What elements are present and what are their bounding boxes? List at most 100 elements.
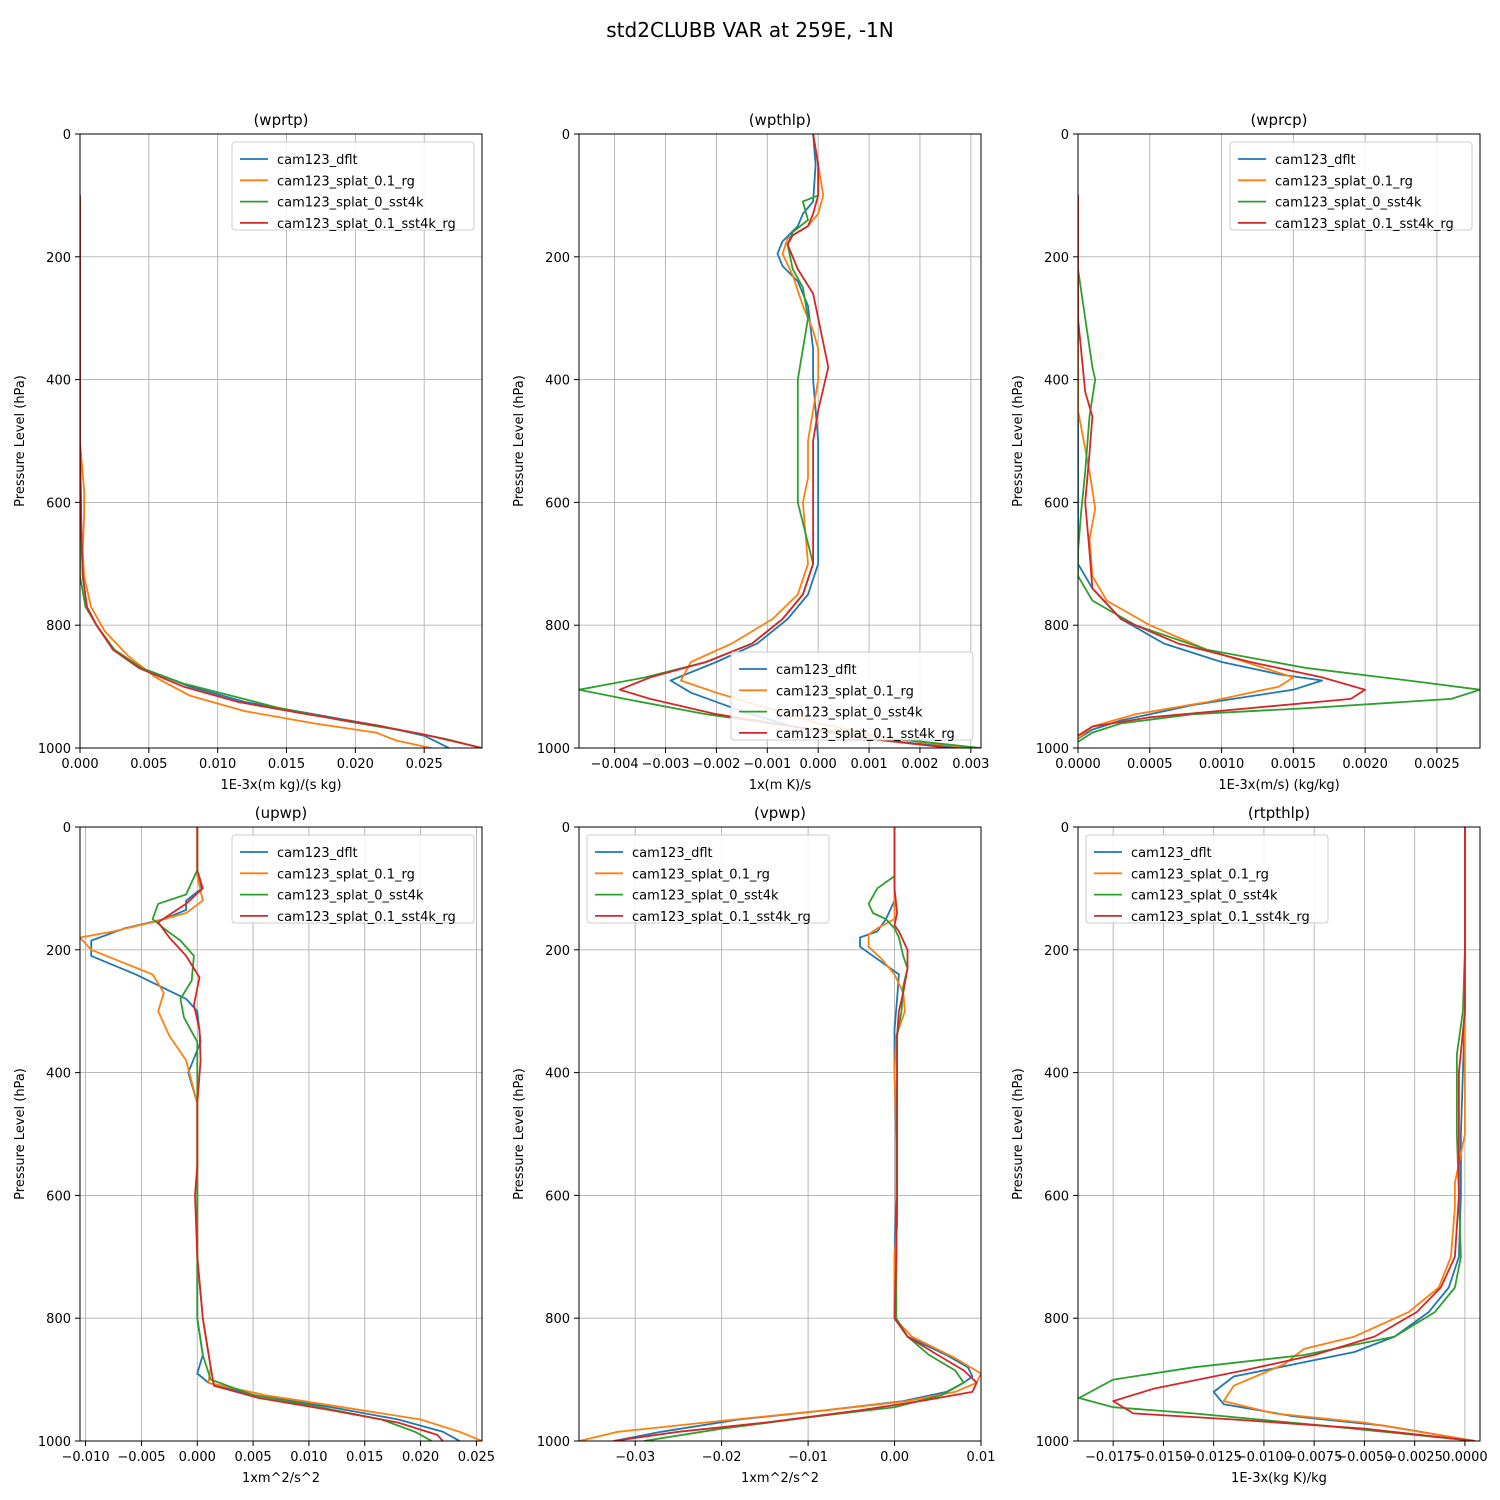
legend-label: cam123_splat_0.1_sst4k_rg: [277, 217, 456, 232]
x-tick-label: 0.000: [800, 757, 837, 772]
x-tick-label: 0.000: [179, 1450, 216, 1465]
series-line-cam123_splat_0.1_sst4k_rg: [618, 134, 951, 748]
y-tick-label: 800: [46, 1312, 71, 1327]
y-tick-label: 400: [46, 374, 71, 389]
x-tick-label: 0.005: [234, 1450, 271, 1465]
subplot-rtpthlp: −0.0175−0.0150−0.0125−0.0100−0.0075−0.00…: [1011, 804, 1488, 1486]
x-tick-label: 0.0000: [1055, 757, 1101, 772]
legend-label: cam123_splat_0.1_rg: [1275, 174, 1413, 189]
legend: cam123_dflt cam123_splat_0.1_rg cam123_spl…: [730, 651, 974, 742]
y-tick-label: 1000: [1036, 742, 1069, 757]
y-tick-label: 400: [1044, 374, 1069, 389]
y-tick-label: 1000: [38, 742, 71, 757]
legend-box: [730, 651, 974, 741]
legend-label: cam123_splat_0_sst4k: [1275, 196, 1422, 211]
y-tick-label: 1000: [1036, 1435, 1069, 1450]
x-tick-label: −0.0025: [1386, 1450, 1442, 1465]
y-tick-label: 1000: [537, 742, 570, 757]
legend-label: cam123_splat_0_sst4k: [632, 889, 779, 904]
x-tick-label: 0.0015: [1271, 757, 1317, 772]
y-tick-label: 800: [545, 619, 570, 634]
figure-title: std2CLUBB VAR at 259E, -1N: [606, 18, 893, 42]
legend-label: cam123_splat_0.1_sst4k_rg: [632, 910, 811, 925]
plot-frame: [1077, 133, 1481, 749]
legend-label: cam123_splat_0.1_sst4k_rg: [277, 910, 456, 925]
y-axis-label: Pressure Level (hPa): [13, 1068, 28, 1200]
subplot-wprtp: 0.000 0.005 0.010 0.015 0.020 0.025 0 200 400 600…: [13, 111, 483, 793]
x-axis-label: 1xm^2/s^2: [741, 1471, 819, 1486]
x-tick-label: 0.020: [402, 1450, 439, 1465]
y-tick-label: 200: [46, 251, 71, 266]
y-tick-label: 600: [1044, 496, 1069, 511]
series-line-cam123_splat_0_sst4k: [151, 827, 433, 1441]
legend: cam123_dflt cam123_splat_0.1_rg cam123_spl…: [586, 834, 830, 925]
legend-label: cam123_splat_0.1_rg: [1131, 867, 1269, 882]
x-tick-label: −0.005: [117, 1450, 165, 1465]
x-tick-label: 0.015: [346, 1450, 383, 1465]
legend-label: cam123_dflt: [277, 153, 358, 168]
y-tick-label: 200: [545, 251, 570, 266]
y-axis-label: Pressure Level (hPa): [1011, 1068, 1026, 1200]
x-tick-label: 0.0010: [1199, 757, 1245, 772]
x-tick-label: 0.0025: [1414, 757, 1460, 772]
x-tick-label: −0.02: [702, 1450, 742, 1465]
legend-box: [586, 834, 830, 924]
legend-label: cam123_splat_0.1_rg: [776, 684, 914, 699]
y-tick-label: 600: [1044, 1189, 1069, 1204]
y-tick-label: 400: [46, 1067, 71, 1082]
legend: cam123_dflt cam123_splat_0.1_rg cam123_spl…: [231, 141, 475, 232]
y-tick-label: 200: [1044, 944, 1069, 959]
plot-frame: [578, 133, 982, 749]
y-tick-label: 800: [545, 1312, 570, 1327]
legend: cam123_dflt cam123_splat_0.1_rg cam123_spl…: [1229, 141, 1473, 232]
x-tick-label: 0.0000: [1442, 1450, 1488, 1465]
series-line-cam123_splat_0.1_sst4k_rg: [613, 827, 978, 1441]
legend-label: cam123_dflt: [776, 663, 857, 678]
legend: cam123_dflt cam123_splat_0.1_rg cam123_spl…: [231, 834, 475, 925]
y-tick-label: 200: [545, 944, 570, 959]
plot-frame: [578, 826, 982, 1442]
legend-label: cam123_splat_0.1_sst4k_rg: [1275, 217, 1454, 232]
y-tick-label: 400: [545, 374, 570, 389]
legend-label: cam123_splat_0_sst4k: [776, 706, 923, 721]
series-line-cam123_splat_0.1_rg: [1078, 195, 1295, 740]
subplot-vpwp: −0.03 −0.02 −0.01 0.00 0.01 0 200 400 600 800 1000…: [512, 804, 995, 1486]
plot-frame: [79, 826, 483, 1442]
series-line-cam123_splat_0.1_sst4k_rg: [157, 827, 444, 1441]
legend: cam123_dflt cam123_splat_0.1_rg cam123_spl…: [1085, 834, 1329, 925]
x-tick-label: 0.020: [337, 757, 374, 772]
y-tick-label: 0: [1061, 128, 1069, 143]
subplot-grid: 0.000 0.005 0.010 0.015 0.020 0.025 0 200 400 600…: [13, 111, 1488, 1486]
y-tick-label: 0: [1061, 821, 1069, 836]
y-tick-label: 1000: [38, 1435, 71, 1450]
series-line-cam123_splat_0.1_rg: [80, 195, 432, 748]
x-tick-label: 0.005: [130, 757, 167, 772]
y-tick-label: 600: [46, 1189, 71, 1204]
subplot-title: (upwp): [255, 804, 308, 822]
series-line-cam123_splat_0_sst4k: [1078, 827, 1476, 1441]
plot-frame: [1077, 826, 1481, 1442]
series-line-cam123_splat_0.1_rg: [80, 827, 482, 1441]
x-tick-label: −0.002: [692, 757, 740, 772]
x-tick-label: −0.0075: [1286, 1450, 1342, 1465]
y-tick-label: 800: [1044, 619, 1069, 634]
y-axis-label: Pressure Level (hPa): [1011, 375, 1026, 507]
plot-frame: [79, 133, 483, 749]
legend-label: cam123_splat_0.1_rg: [277, 867, 415, 882]
x-tick-label: 0.0020: [1342, 757, 1388, 772]
x-tick-label: 0.010: [290, 1450, 327, 1465]
x-tick-label: −0.004: [591, 757, 639, 772]
y-tick-label: 0: [562, 821, 570, 836]
legend-label: cam123_dflt: [1275, 153, 1356, 168]
legend-box: [231, 141, 475, 231]
y-tick-label: 200: [1044, 251, 1069, 266]
y-tick-label: 800: [46, 619, 71, 634]
x-tick-label: 0.025: [406, 757, 443, 772]
x-tick-label: 0.015: [268, 757, 305, 772]
series-line-cam123_dflt: [1078, 195, 1323, 740]
subplot-wpthlp: −0.004 −0.003 −0.002 −0.001 0.000 0.001 0.002 0…: [512, 111, 989, 793]
x-tick-label: 0.010: [199, 757, 236, 772]
subplot-wprcp: 0.0000 0.0005 0.0010 0.0015 0.0020 0.0025 0 200…: [1011, 111, 1481, 793]
legend-label: cam123_splat_0.1_rg: [277, 174, 415, 189]
